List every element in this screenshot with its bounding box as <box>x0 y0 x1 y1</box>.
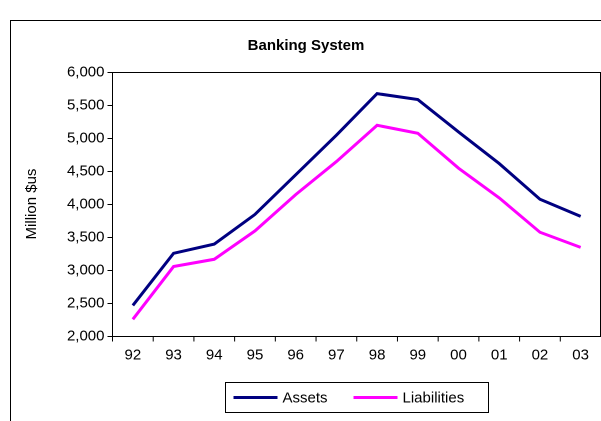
series-line <box>131 92 582 307</box>
x-tick-label: 93 <box>165 346 182 363</box>
x-tick-label: 98 <box>369 346 386 363</box>
x-tick-label: 96 <box>287 346 304 363</box>
x-tick-label: 00 <box>450 346 467 363</box>
y-tick-label: 4,000 <box>67 195 105 212</box>
x-tick-label: 95 <box>247 346 264 363</box>
y-tick-label: 5,000 <box>67 129 105 146</box>
legend-label: Liabilities <box>403 389 465 406</box>
y-tick-label: 4,500 <box>67 162 105 179</box>
y-axis-label: Million $us <box>23 169 40 240</box>
y-tick-label: 6,000 <box>67 63 105 80</box>
y-tick-label: 3,000 <box>67 261 105 278</box>
series-line <box>131 123 582 321</box>
x-tick-label: 99 <box>409 346 426 363</box>
x-tick-label: 97 <box>328 346 345 363</box>
legend-label: Assets <box>283 389 328 406</box>
x-tick-label: 92 <box>125 346 142 363</box>
x-tick-label: 03 <box>572 346 589 363</box>
x-tick-label: 94 <box>206 346 223 363</box>
chart-title: Banking System <box>248 37 365 54</box>
y-tick-label: 3,500 <box>67 228 105 245</box>
x-tick-label: 02 <box>532 346 549 363</box>
y-tick-label: 5,500 <box>67 96 105 113</box>
plot-area <box>112 72 601 337</box>
y-tick-label: 2,000 <box>67 327 105 344</box>
y-tick-label: 2,500 <box>67 294 105 311</box>
x-tick-label: 01 <box>491 346 508 363</box>
